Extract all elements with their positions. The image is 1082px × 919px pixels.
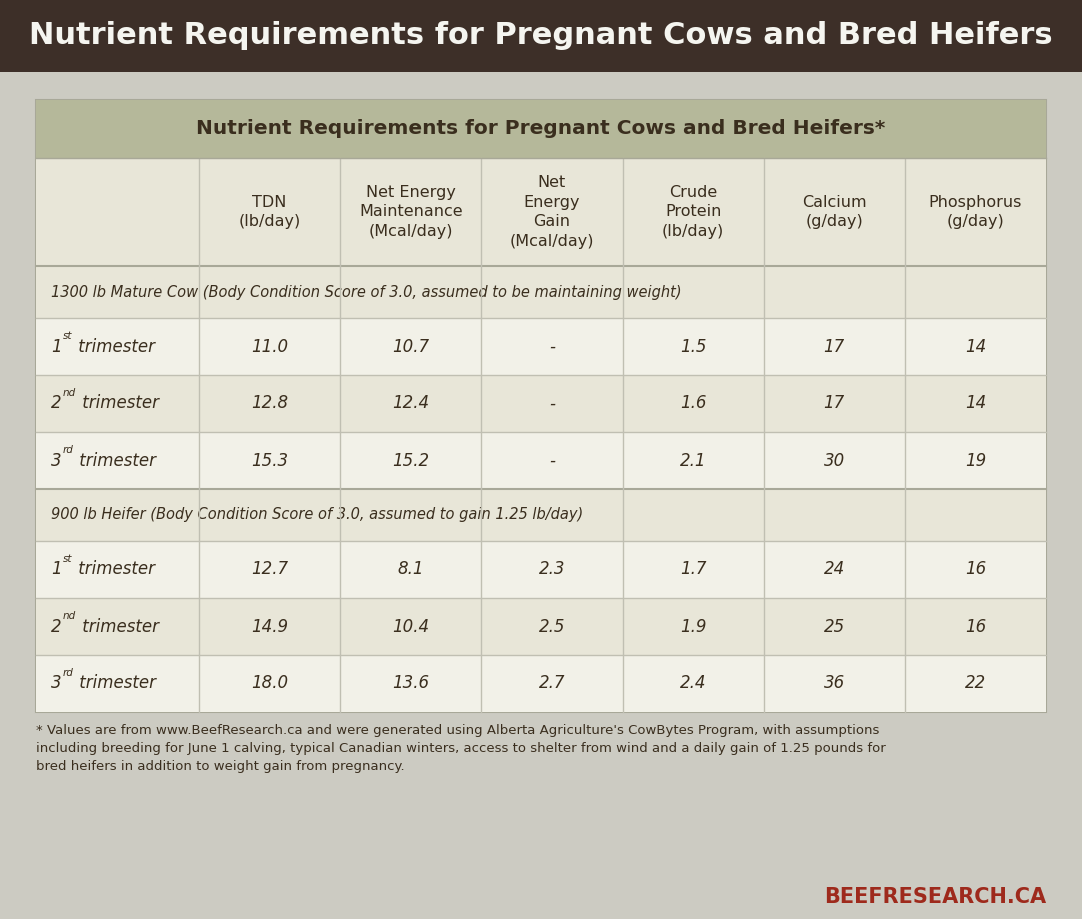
Text: rd: rd bbox=[63, 445, 74, 455]
Text: st: st bbox=[63, 331, 72, 341]
Text: 22: 22 bbox=[965, 675, 986, 693]
Text: 2.7: 2.7 bbox=[539, 675, 565, 693]
Text: 8.1: 8.1 bbox=[397, 561, 424, 578]
Text: rd: rd bbox=[63, 668, 74, 678]
Text: 1.6: 1.6 bbox=[679, 394, 707, 413]
Text: nd: nd bbox=[63, 388, 76, 398]
Text: 2.5: 2.5 bbox=[539, 618, 565, 636]
Text: 2.3: 2.3 bbox=[539, 561, 565, 578]
Text: 2.4: 2.4 bbox=[679, 675, 707, 693]
Bar bbox=[36, 375, 1046, 432]
Text: 1.7: 1.7 bbox=[679, 561, 707, 578]
Text: Net Energy
Maintenance
(Mcal/day): Net Energy Maintenance (Mcal/day) bbox=[359, 185, 463, 239]
Text: 1300 lb Mature Cow (Body Condition Score of 3.0, assumed to be maintaining weigh: 1300 lb Mature Cow (Body Condition Score… bbox=[51, 285, 682, 300]
Text: st: st bbox=[63, 554, 72, 564]
Bar bbox=[36, 158, 1046, 266]
Text: 1.5: 1.5 bbox=[679, 337, 707, 356]
Text: trimester: trimester bbox=[74, 337, 155, 356]
Text: trimester: trimester bbox=[77, 618, 159, 636]
Text: trimester: trimester bbox=[77, 394, 159, 413]
Text: 3: 3 bbox=[51, 451, 62, 470]
Bar bbox=[36, 266, 1046, 318]
Text: 15.2: 15.2 bbox=[392, 451, 430, 470]
Text: 1: 1 bbox=[51, 337, 62, 356]
Bar bbox=[36, 100, 1046, 158]
Text: -: - bbox=[549, 337, 555, 356]
Text: 30: 30 bbox=[823, 451, 845, 470]
Text: 36: 36 bbox=[823, 675, 845, 693]
Bar bbox=[36, 100, 1046, 712]
Text: 10.4: 10.4 bbox=[392, 618, 430, 636]
Text: -: - bbox=[549, 451, 555, 470]
Bar bbox=[0, 0, 1082, 72]
Bar bbox=[36, 489, 1046, 541]
Text: 16: 16 bbox=[965, 561, 986, 578]
Text: 14: 14 bbox=[965, 394, 986, 413]
Text: Net
Energy
Gain
(Mcal/day): Net Energy Gain (Mcal/day) bbox=[510, 175, 594, 249]
Bar bbox=[36, 318, 1046, 375]
Text: nd: nd bbox=[63, 611, 76, 621]
Text: 10.7: 10.7 bbox=[392, 337, 430, 356]
Text: trimester: trimester bbox=[75, 675, 157, 693]
Text: 3: 3 bbox=[51, 675, 62, 693]
Text: 2: 2 bbox=[51, 394, 62, 413]
Text: 14.9: 14.9 bbox=[251, 618, 288, 636]
Text: * Values are from www.BeefResearch.ca and were generated using Alberta Agricultu: * Values are from www.BeefResearch.ca an… bbox=[36, 724, 886, 773]
Text: Nutrient Requirements for Pregnant Cows and Bred Heifers*: Nutrient Requirements for Pregnant Cows … bbox=[196, 119, 886, 139]
Text: 18.0: 18.0 bbox=[251, 675, 288, 693]
Text: 1.9: 1.9 bbox=[679, 618, 707, 636]
Text: 2.1: 2.1 bbox=[679, 451, 707, 470]
Text: trimester: trimester bbox=[74, 561, 155, 578]
Text: 15.3: 15.3 bbox=[251, 451, 288, 470]
Bar bbox=[36, 598, 1046, 655]
Text: 12.8: 12.8 bbox=[251, 394, 288, 413]
Text: 2: 2 bbox=[51, 618, 62, 636]
Text: trimester: trimester bbox=[75, 451, 157, 470]
Text: 12.7: 12.7 bbox=[251, 561, 288, 578]
Text: 13.6: 13.6 bbox=[392, 675, 430, 693]
Text: TDN
(lb/day): TDN (lb/day) bbox=[238, 195, 301, 230]
Text: 19: 19 bbox=[965, 451, 986, 470]
Text: Crude
Protein
(lb/day): Crude Protein (lb/day) bbox=[662, 185, 724, 239]
Text: 11.0: 11.0 bbox=[251, 337, 288, 356]
Text: 1: 1 bbox=[51, 561, 62, 578]
Bar bbox=[36, 541, 1046, 598]
Text: 17: 17 bbox=[823, 337, 845, 356]
Text: 14: 14 bbox=[965, 337, 986, 356]
Text: Calcium
(g/day): Calcium (g/day) bbox=[802, 195, 867, 230]
Text: 900 lb Heifer (Body Condition Score of 3.0, assumed to gain 1.25 lb/day): 900 lb Heifer (Body Condition Score of 3… bbox=[51, 507, 583, 523]
Bar bbox=[36, 655, 1046, 712]
Text: Nutrient Requirements for Pregnant Cows and Bred Heifers: Nutrient Requirements for Pregnant Cows … bbox=[29, 21, 1053, 51]
Text: 24: 24 bbox=[823, 561, 845, 578]
Text: 17: 17 bbox=[823, 394, 845, 413]
Bar bbox=[36, 432, 1046, 489]
Text: BEEFRESEARCH.CA: BEEFRESEARCH.CA bbox=[823, 887, 1046, 907]
Text: 16: 16 bbox=[965, 618, 986, 636]
Text: -: - bbox=[549, 394, 555, 413]
Text: Phosphorus
(g/day): Phosphorus (g/day) bbox=[928, 195, 1022, 230]
Text: 25: 25 bbox=[823, 618, 845, 636]
Text: 12.4: 12.4 bbox=[392, 394, 430, 413]
